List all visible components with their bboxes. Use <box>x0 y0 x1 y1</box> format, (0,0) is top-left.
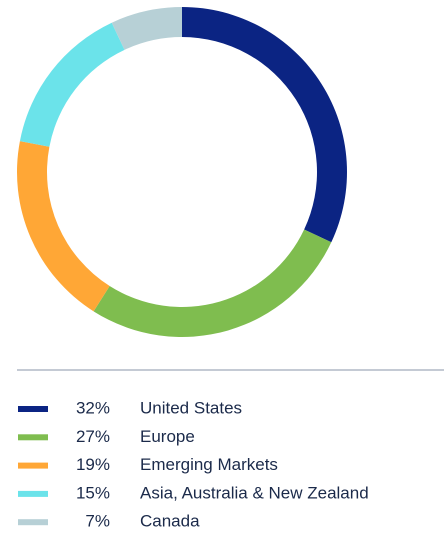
legend-value: 27% <box>76 427 110 446</box>
donut-slice <box>182 7 347 243</box>
legend-label: Europe <box>140 427 195 446</box>
donut-slice <box>19 22 125 147</box>
donut-slice <box>111 7 182 50</box>
legend-label: United States <box>140 398 242 417</box>
legend-swatch <box>18 434 48 441</box>
legend-swatch <box>18 519 48 526</box>
donut-slice <box>16 141 110 312</box>
legend-swatch <box>18 406 48 412</box>
legend-swatch <box>18 462 48 469</box>
legend-label: Canada <box>140 512 200 531</box>
donut-slice <box>93 229 332 337</box>
legend-value: 19% <box>76 455 110 474</box>
legend-value: 7% <box>85 512 110 531</box>
legend-value: 15% <box>76 483 110 502</box>
legend-label: Emerging Markets <box>140 455 278 474</box>
legend-swatch <box>18 490 48 497</box>
legend-label: Asia, Australia & New Zealand <box>140 483 369 502</box>
legend-value: 32% <box>76 398 110 417</box>
